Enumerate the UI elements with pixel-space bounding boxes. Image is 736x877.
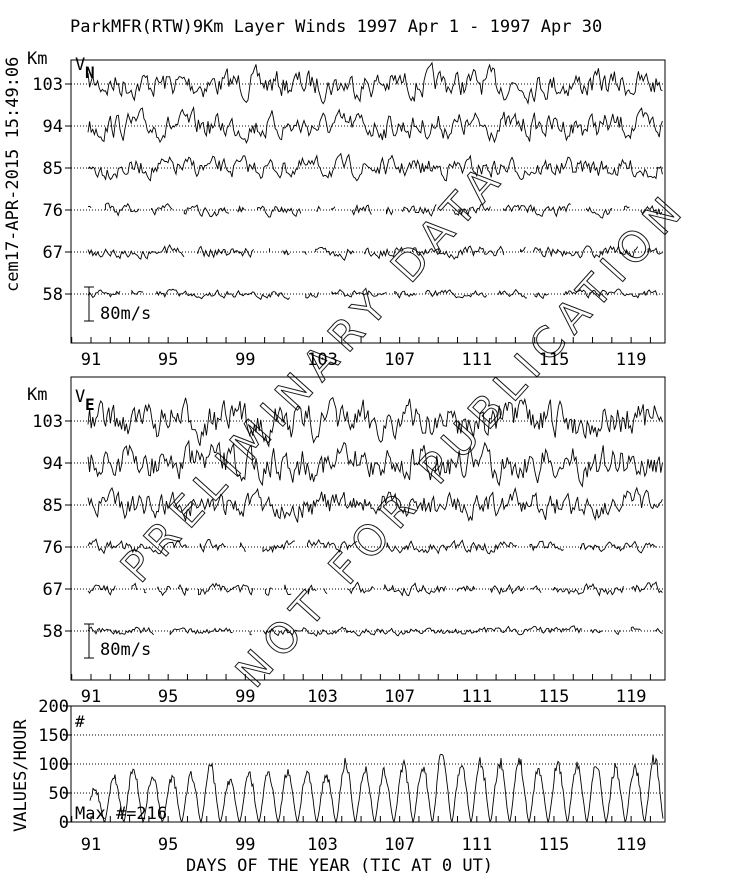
y-tick-label: 103 (32, 412, 63, 432)
y-axis-label: VALUES/HOUR (11, 719, 31, 832)
y-tick-label: 85 (43, 159, 63, 179)
component-label: V (75, 387, 85, 407)
x-tick-label: 99 (235, 835, 255, 855)
x-tick-label: 107 (384, 350, 415, 370)
y-axis-unit-label: Km (27, 49, 47, 69)
east-wind-panel: Km V E 80m/s 103 94 85 76 67 58 91 95 99 103 107 11… (27, 376, 671, 707)
y-tick-label: 67 (43, 580, 63, 600)
component-label: V (75, 55, 85, 75)
watermark: PRELIMINARY DATA NOT FOR PUBLICATION (111, 157, 692, 697)
scale-bar (84, 286, 94, 322)
y-tick-label: 58 (43, 285, 63, 305)
x-tick-label: 91 (81, 350, 101, 370)
wind-trace-58km (87, 625, 663, 637)
wind-trace-103km (87, 396, 663, 448)
values-per-hour-trace (89, 753, 664, 824)
x-tick-label: 115 (539, 687, 570, 707)
y-tick-label: 200 (38, 697, 69, 717)
values-per-hour-panel: VALUES/HOUR # Max #=216 DAYS OF THE YEAR… (11, 697, 666, 876)
y-axis-unit-label: Km (27, 385, 47, 405)
x-tick-label: 119 (616, 350, 647, 370)
x-tick-label: 91 (81, 835, 101, 855)
wind-trace-94km (87, 439, 663, 488)
y-tick-label: 150 (38, 726, 69, 746)
watermark-preliminary-data: PRELIMINARY DATA (111, 157, 509, 591)
x-tick-label: 95 (158, 835, 178, 855)
x-tick-label: 119 (616, 835, 647, 855)
panel-frame (70, 376, 666, 681)
wind-trace-94km (87, 105, 663, 144)
x-tick-label: 95 (158, 350, 178, 370)
wind-trace-85km (87, 152, 663, 182)
y-tick-label: 100 (38, 755, 69, 775)
x-tick-label: 95 (158, 687, 178, 707)
x-tick-label: 103 (307, 835, 338, 855)
x-tick-label: 107 (384, 687, 415, 707)
x-tick-label: 115 (539, 835, 570, 855)
y-tick-label: 94 (43, 454, 63, 474)
north-wind-panel: Km V N 80m/s 103 94 85 76 67 58 91 95 99 103 107 11… (27, 49, 676, 370)
x-tick-label: 119 (616, 687, 647, 707)
x-tick-label: 111 (461, 687, 492, 707)
side-timestamp-label: cem17-APR-2015 15:49:06 (3, 57, 23, 292)
x-tick-label: 99 (235, 687, 255, 707)
component-subscript: E (85, 395, 95, 414)
y-tick-label: 50 (49, 784, 69, 804)
wind-trace-76km (87, 202, 663, 219)
x-tick-label: 103 (307, 350, 338, 370)
y-tick-label: 0 (59, 813, 69, 833)
y-tick-label: 58 (43, 622, 63, 642)
x-tick-label: 115 (539, 350, 570, 370)
x-tick-label: 111 (461, 350, 492, 370)
y-tick-label: 103 (32, 75, 63, 95)
chart-title: ParkMFR(RTW)9Km Layer Winds 1997 Apr 1 -… (70, 17, 602, 37)
component-subscript: N (85, 63, 95, 82)
marker-label: # (75, 712, 85, 731)
y-tick-label: 67 (43, 243, 63, 263)
x-tick-label: 91 (81, 687, 101, 707)
x-tick-label: 99 (235, 350, 255, 370)
wind-trace-67km (87, 581, 663, 597)
x-axis-label: DAYS OF THE YEAR (TIC AT 0 UT) (186, 856, 493, 876)
scale-label: 80m/s (100, 304, 151, 324)
x-tick-label: 107 (384, 835, 415, 855)
x-tick-label: 103 (307, 687, 338, 707)
watermark-not-for-publication: NOT FOR PUBLICATION (226, 188, 691, 696)
y-tick-label: 94 (43, 117, 63, 137)
y-tick-label: 76 (43, 201, 63, 221)
scale-label: 80m/s (100, 640, 151, 660)
y-tick-label: 85 (43, 496, 63, 516)
panel-frame (70, 59, 666, 344)
x-tick-label: 111 (461, 835, 492, 855)
y-tick-label: 76 (43, 538, 63, 558)
wind-trace-85km (87, 486, 663, 523)
wind-trace-103km (87, 61, 663, 106)
